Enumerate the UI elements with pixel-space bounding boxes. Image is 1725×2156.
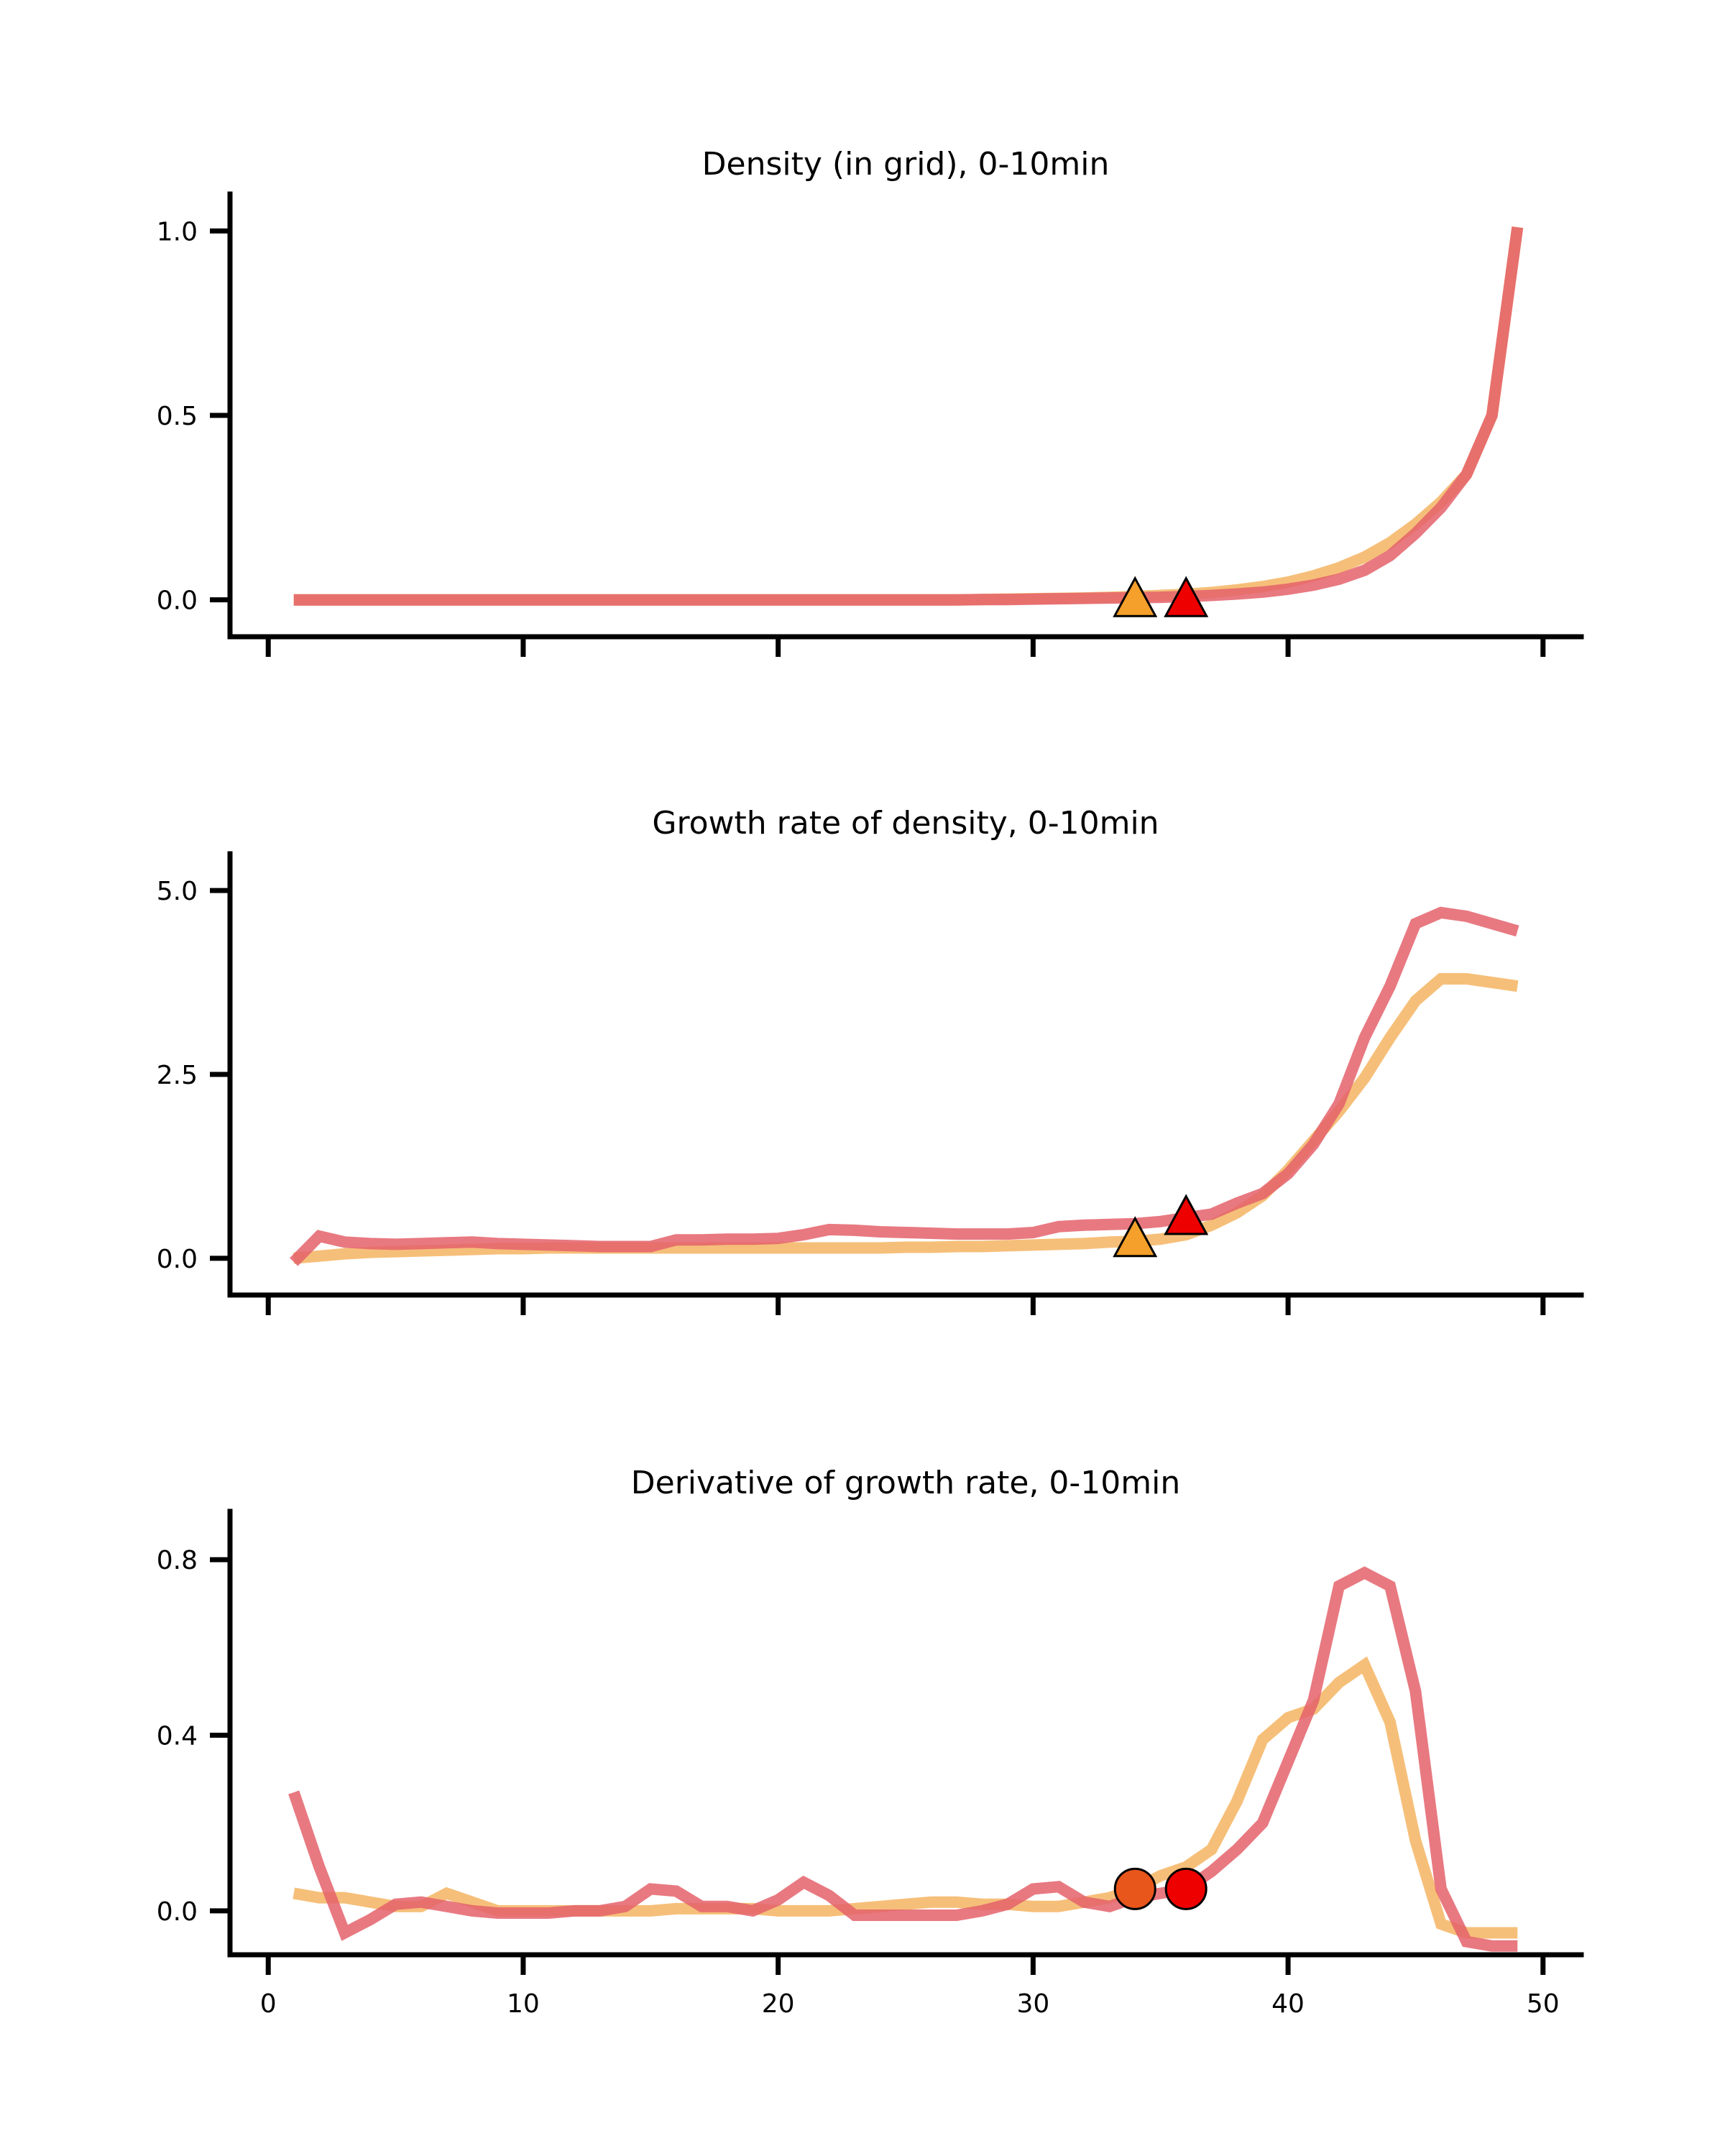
derivative-x-tick-label: 40 — [1271, 1989, 1305, 2019]
growth-rate-marker-triangle-2 — [1164, 1194, 1209, 1235]
derivative-y-tick-label: 0.8 — [157, 1546, 198, 1575]
density-y-tick-label: 0.5 — [157, 402, 198, 431]
derivative-x-tick-label: 0 — [260, 1989, 277, 2019]
density-y-tick-label: 1.0 — [157, 217, 198, 247]
growth-rate-y-tick-label: 0.0 — [157, 1245, 198, 1274]
derivative-marker-circle-1 — [1113, 1867, 1156, 1910]
derivative-x-tick-label: 10 — [507, 1989, 540, 2019]
derivative-x-tick-label: 30 — [1016, 1989, 1049, 2019]
derivative-series-line-1 — [293, 1656, 1518, 1939]
derivative-series-line-2 — [288, 1566, 1518, 1952]
growth-rate-series-line-2 — [290, 906, 1519, 1266]
derivative-y-tick-label: 0.4 — [157, 1722, 198, 1751]
derivative-marker-circle-2 — [1164, 1867, 1208, 1910]
derivative-panel: Derivative of growth rate, 0-10min 0 10 20… — [157, 1465, 1584, 2019]
derivative-x-tick-label: 20 — [762, 1989, 795, 2019]
growth-rate-y-tick-label: 2.5 — [157, 1061, 198, 1090]
growth-rate-panel-title: Growth rate of density, 0-10min — [652, 805, 1159, 842]
density-marker-triangle-2 — [1164, 576, 1209, 617]
density-marker-triangle-1 — [1113, 576, 1158, 617]
derivative-panel-title: Derivative of growth rate, 0-10min — [631, 1465, 1181, 1501]
density-series-line-1 — [293, 226, 1524, 606]
density-panel: Density (in grid), 0-10min 0.0 0.5 1.0 — [157, 146, 1584, 657]
derivative-x-tick-label: 50 — [1527, 1989, 1560, 2019]
growth-rate-panel: Growth rate of density, 0-10min 0.0 2.5 5.… — [157, 805, 1584, 1315]
growth-rate-y-tick-label: 5.0 — [157, 877, 198, 906]
growth-rate-marker-triangle-1 — [1113, 1216, 1158, 1258]
density-series-line-2 — [293, 226, 1524, 606]
density-panel-title: Density (in grid), 0-10min — [702, 146, 1110, 183]
density-y-tick-label: 0.0 — [157, 586, 198, 616]
derivative-y-tick-label: 0.0 — [157, 1897, 198, 1927]
